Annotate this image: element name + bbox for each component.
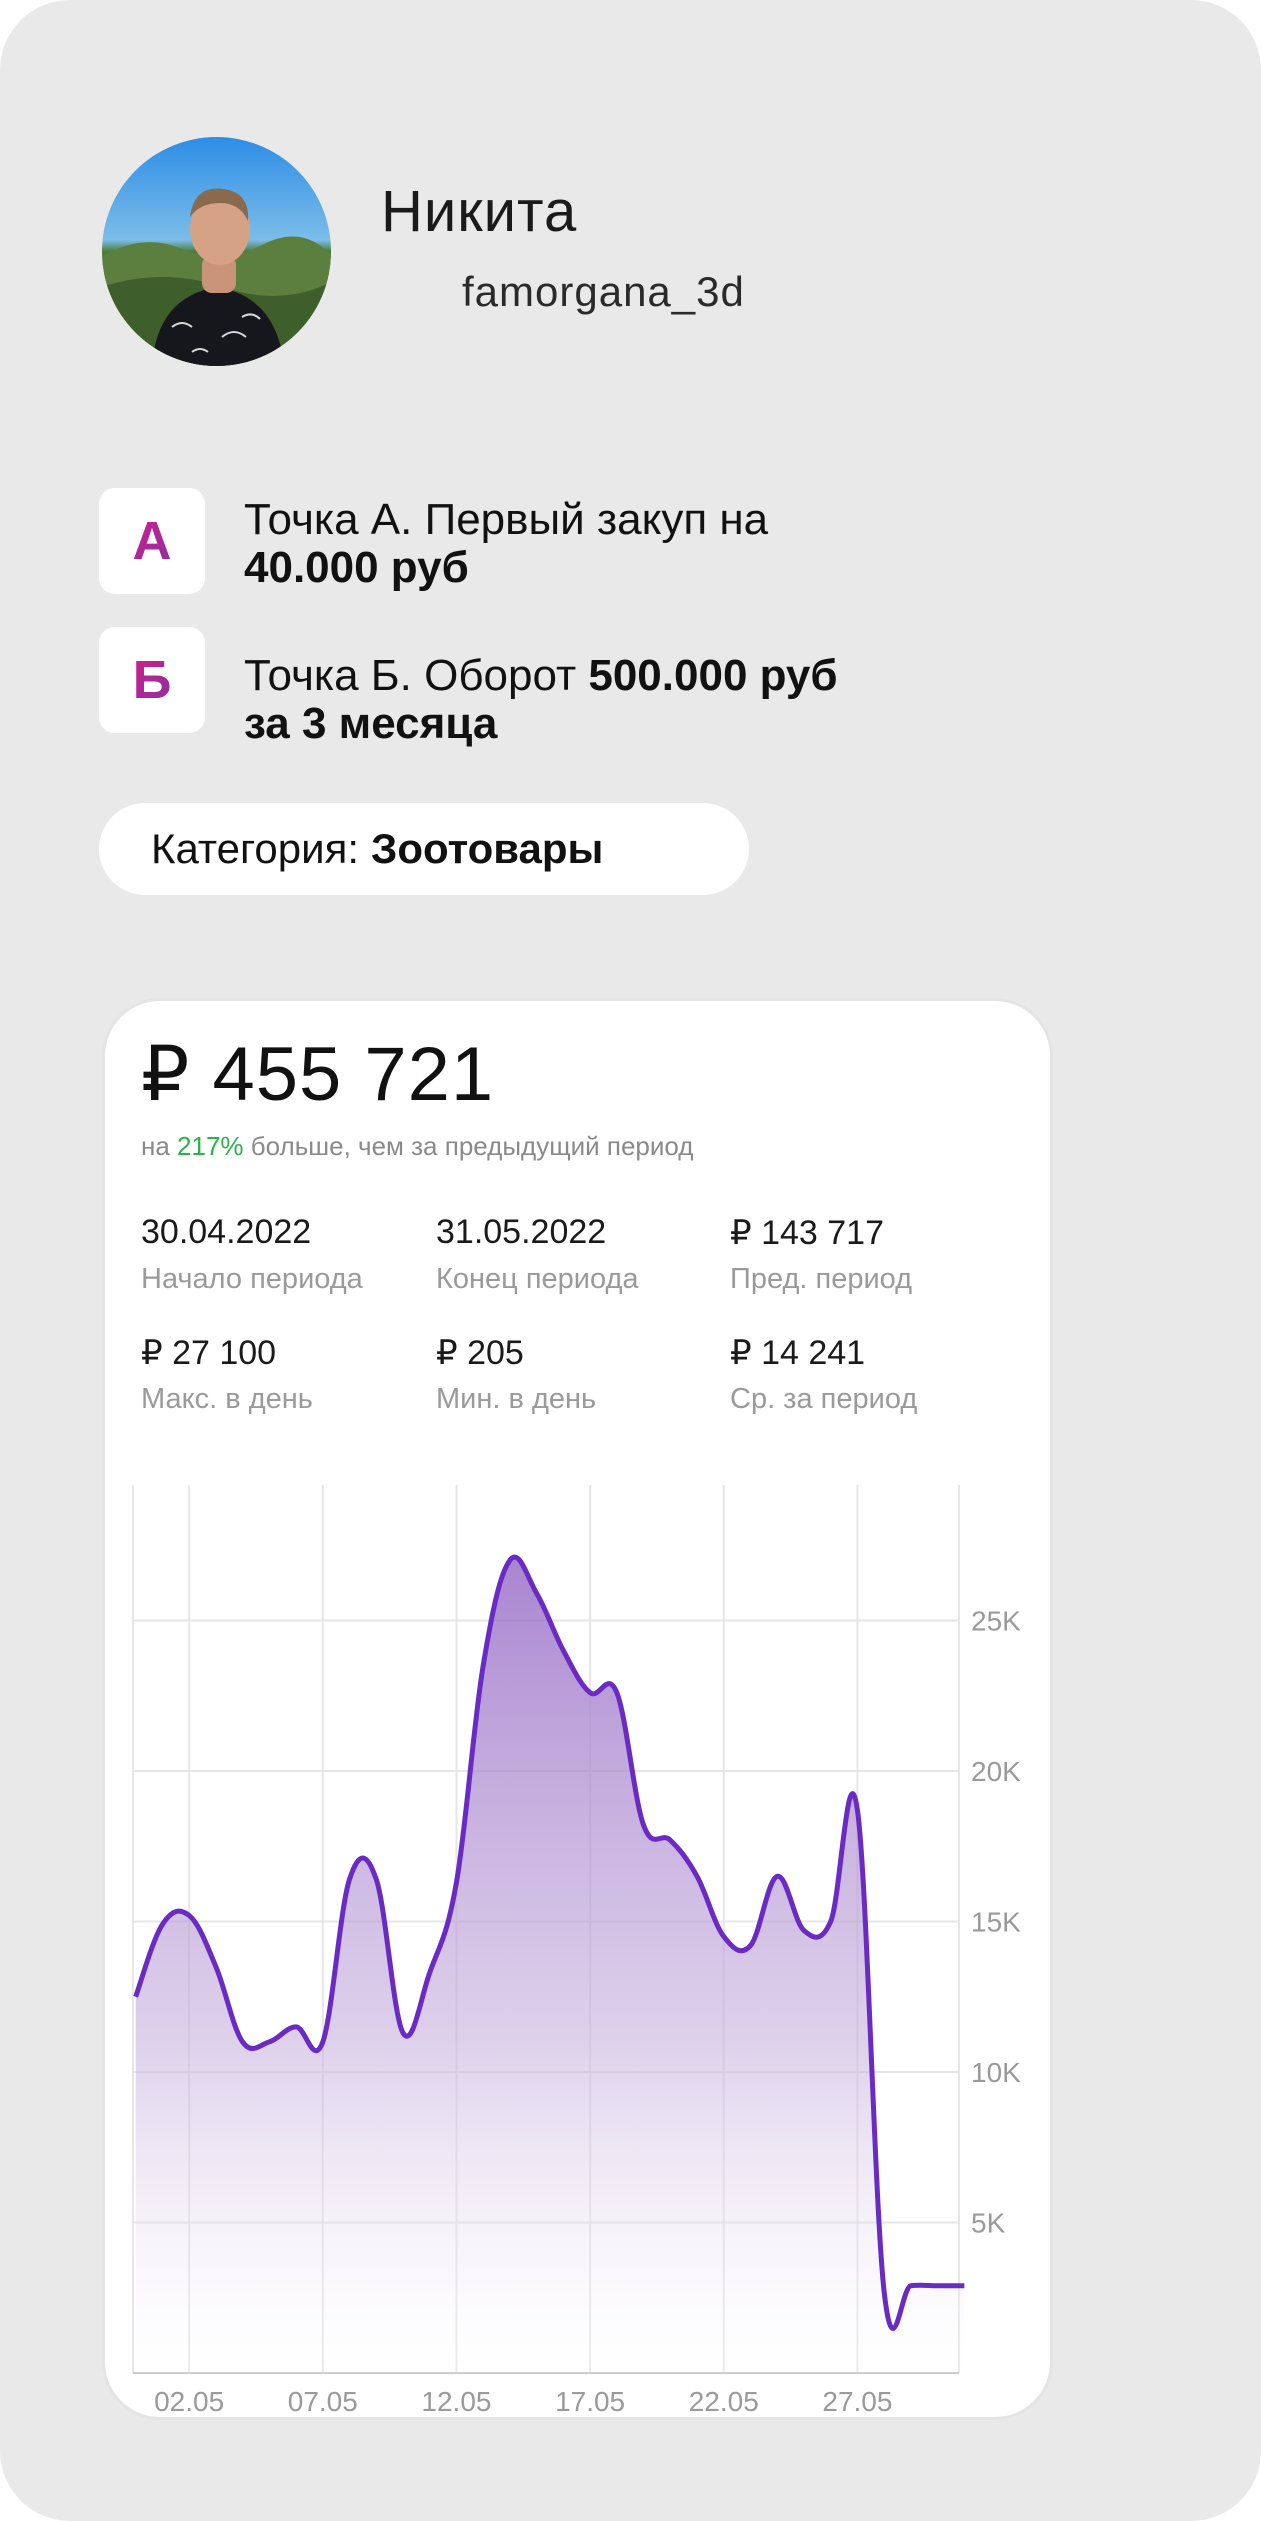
y-tick-label: 20K: [971, 1756, 1021, 1787]
stat-min-label: Мин. в день: [436, 1383, 597, 1415]
period-comparison: на 217% больше, чем за предыдущий период: [141, 1131, 693, 1162]
category-pill: Категория: Зоотовары: [99, 803, 749, 895]
stat-max-label: Макс. в день: [141, 1383, 313, 1415]
point-a-badge: А: [99, 488, 205, 594]
point-a-letter: А: [132, 511, 172, 571]
revenue-area-chart: 5K 10K 15K 20K 25K 02.05 07.05 12.05 17.05 22.05 2…: [132, 1485, 1021, 2417]
x-tick-label: 02.05: [154, 2386, 224, 2417]
stat-end-date: 31.05.2022: [436, 1213, 607, 1251]
stat-prev-period: ₽ 143 717: [730, 1214, 884, 1252]
x-tick-label: 17.05: [555, 2386, 625, 2417]
stat-start-date: 30.04.2022: [141, 1213, 312, 1251]
series-line: [133, 1554, 965, 2331]
category-value: Зоотовары: [371, 825, 604, 872]
category-label: Категория:: [151, 825, 360, 872]
point-b-amount: 500.000 руб: [588, 651, 838, 700]
point-a-text: Точка А. Первый закуп на 40.000 руб: [244, 496, 768, 592]
point-b-badge: Б: [99, 627, 205, 733]
comparison-suffix: больше, чем за предыдущий период: [243, 1131, 694, 1161]
stat-min-day: ₽ 205: [436, 1334, 524, 1372]
series-area: [135, 1557, 965, 2373]
total-revenue: ₽ 455 721: [141, 1032, 495, 1117]
avatar: [102, 137, 331, 366]
stat-avg-label: Ср. за период: [730, 1383, 918, 1415]
y-tick-label: 25K: [971, 1605, 1021, 1636]
y-tick-label: 5K: [971, 2207, 1006, 2238]
x-tick-label: 22.05: [689, 2386, 759, 2417]
user-name: Никита: [381, 179, 578, 244]
stat-max-day: ₽ 27 100: [141, 1334, 277, 1372]
point-a-caption: Точка А. Первый закуп на: [244, 495, 769, 544]
avatar-photo: [102, 137, 331, 366]
y-tick-label: 10K: [971, 2057, 1021, 2088]
stat-avg-period: ₽ 14 241: [730, 1334, 866, 1372]
stat-start-label: Начало периода: [141, 1263, 363, 1295]
point-b-caption: Точка Б. Оборот: [244, 651, 589, 700]
x-tick-label: 12.05: [421, 2386, 491, 2417]
point-a-amount: 40.000 руб: [244, 543, 469, 592]
point-b-letter: Б: [132, 650, 172, 710]
stat-prev-label: Пред. период: [730, 1263, 913, 1295]
sales-panel: ₽ 455 721 на 217% больше, чем за предыду…: [102, 998, 1053, 2420]
x-tick-label: 27.05: [822, 2386, 892, 2417]
x-tick-label: 07.05: [288, 2386, 358, 2417]
comparison-percent: 217%: [177, 1131, 244, 1161]
y-tick-label: 15K: [971, 1906, 1021, 1937]
user-handle: famorgana_3d: [462, 268, 745, 315]
stat-end-label: Конец периода: [436, 1263, 639, 1295]
point-b-period: за 3 месяца: [244, 699, 498, 748]
point-b-text: Точка Б. Оборот 500.000 руб за 3 месяца: [244, 652, 838, 748]
comparison-prefix: на: [141, 1131, 178, 1161]
